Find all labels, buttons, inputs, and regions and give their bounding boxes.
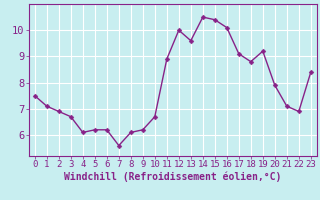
X-axis label: Windchill (Refroidissement éolien,°C): Windchill (Refroidissement éolien,°C)	[64, 172, 282, 182]
